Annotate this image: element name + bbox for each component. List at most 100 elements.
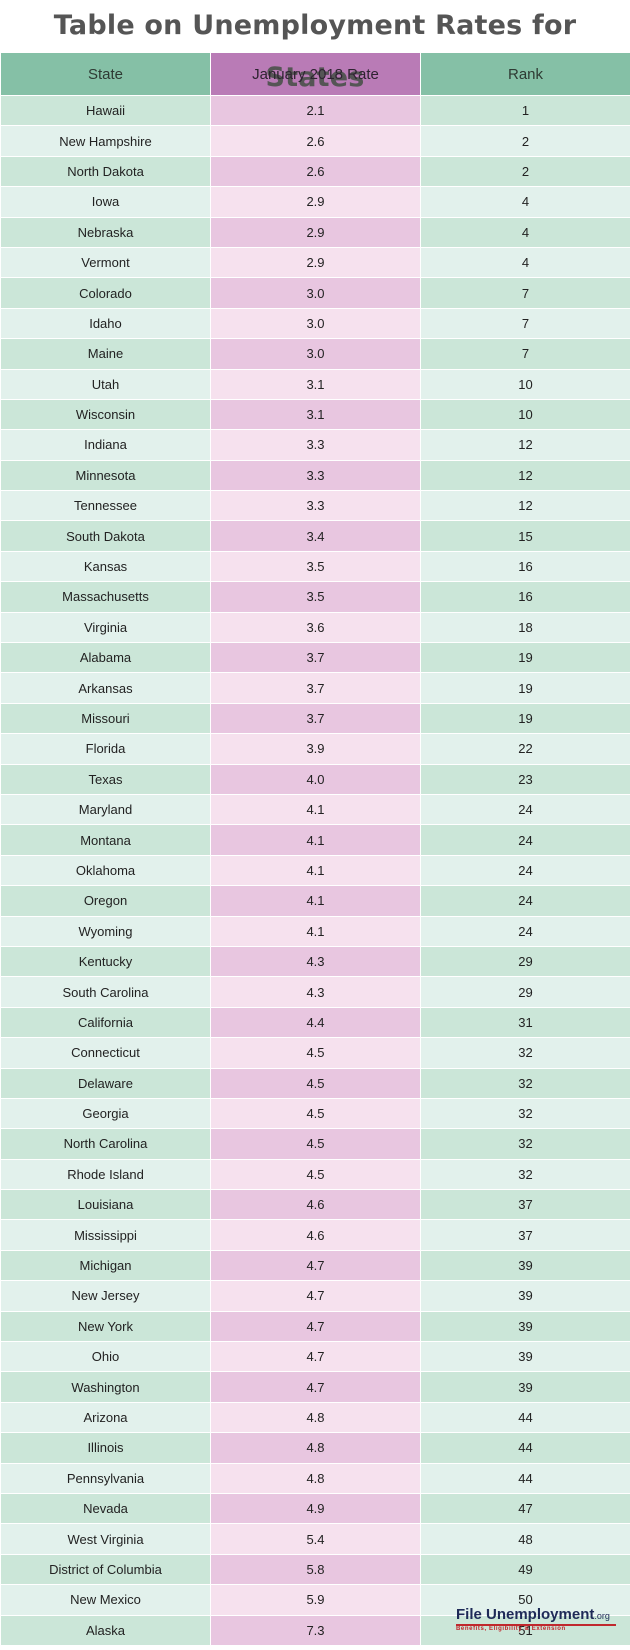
cell-rate: 3.5 <box>210 551 421 583</box>
cell-rate: 4.5 <box>210 1098 421 1130</box>
cell-state: Hawaii <box>0 95 211 127</box>
column-header-state: State <box>0 52 211 96</box>
cell-rate: 4.1 <box>210 916 421 947</box>
cell-rate: 3.3 <box>210 460 421 492</box>
logo-text: File Unemployment <box>456 1606 595 1623</box>
cell-state: Iowa <box>0 186 211 218</box>
cell-rate: 3.0 <box>210 277 421 309</box>
table-row: Mississippi 4.6 37 <box>0 1219 630 1251</box>
table-row: Idaho 3.0 7 <box>0 308 630 340</box>
table-row: Wyoming 4.1 24 <box>0 916 630 947</box>
cell-rank: 32 <box>420 1068 630 1099</box>
table-row: New York 4.7 39 <box>0 1311 630 1343</box>
cell-state: Florida <box>0 733 211 765</box>
cell-rank: 4 <box>420 247 630 279</box>
cell-rate: 4.0 <box>210 764 421 795</box>
cell-state: California <box>0 1007 211 1039</box>
cell-rank: 12 <box>420 429 630 461</box>
cell-rank: 24 <box>420 885 630 917</box>
cell-state: Kansas <box>0 551 211 583</box>
cell-state: Minnesota <box>0 460 211 492</box>
table-row: Nebraska 2.9 4 <box>0 217 630 248</box>
cell-state: Mississippi <box>0 1219 211 1251</box>
cell-rank: 39 <box>420 1250 630 1282</box>
page-title: Table on Unemployment Rates for States <box>53 10 577 93</box>
table-row: Hawaii 2.1 1 <box>0 95 630 127</box>
cell-rate: 4.7 <box>210 1280 421 1312</box>
cell-rate: 3.0 <box>210 308 421 340</box>
cell-rate: 3.7 <box>210 642 421 674</box>
cell-rank: 24 <box>420 794 630 826</box>
cell-state: New Hampshire <box>0 125 211 157</box>
cell-state: South Carolina <box>0 976 211 1008</box>
cell-rank: 29 <box>420 976 630 1008</box>
cell-state: Michigan <box>0 1250 211 1282</box>
cell-rank: 29 <box>420 946 630 978</box>
table-row: California 4.4 31 <box>0 1007 630 1039</box>
cell-state: Missouri <box>0 703 211 735</box>
cell-rate: 2.6 <box>210 156 421 188</box>
cell-rate: 4.5 <box>210 1159 421 1191</box>
table-row: Wisconsin 3.1 10 <box>0 399 630 431</box>
cell-rate: 4.4 <box>210 1007 421 1039</box>
table-row: Maine 3.0 7 <box>0 338 630 370</box>
table-row: West Virginia 5.4 48 <box>0 1523 630 1555</box>
table-row: Rhode Island 4.5 32 <box>0 1159 630 1191</box>
table-row: New Jersey 4.7 39 <box>0 1280 630 1312</box>
table-row: Oregon 4.1 24 <box>0 885 630 917</box>
logo-tagline: Benefits, Eligibility & Extension <box>456 1626 566 1632</box>
cell-rate: 4.5 <box>210 1068 421 1099</box>
table-row: Indiana 3.3 12 <box>0 429 630 461</box>
cell-rank: 47 <box>420 1493 630 1525</box>
table-row: North Carolina 4.5 32 <box>0 1128 630 1160</box>
cell-rate: 4.1 <box>210 824 421 856</box>
cell-rate: 4.7 <box>210 1341 421 1373</box>
cell-state: Vermont <box>0 247 211 279</box>
table-row: Utah 3.1 10 <box>0 369 630 400</box>
site-logo: File Unemployment.org Benefits, Eligibil… <box>456 1606 616 1640</box>
cell-state: Texas <box>0 764 211 795</box>
cell-rate: 3.5 <box>210 581 421 613</box>
cell-rank: 32 <box>420 1159 630 1191</box>
table-row: Montana 4.1 24 <box>0 824 630 856</box>
cell-rank: 37 <box>420 1219 630 1251</box>
cell-rate: 3.3 <box>210 490 421 522</box>
cell-rank: 12 <box>420 490 630 522</box>
cell-rank: 4 <box>420 186 630 218</box>
cell-rank: 15 <box>420 520 630 552</box>
table-row: Michigan 4.7 39 <box>0 1250 630 1282</box>
cell-rate: 2.6 <box>210 125 421 157</box>
logo-wordmark: File Unemployment.org <box>456 1606 616 1623</box>
cell-rate: 4.1 <box>210 794 421 826</box>
cell-rank: 7 <box>420 277 630 309</box>
unemployment-table: State January 2018 Rate Rank Hawaii 2.1 1 N… <box>0 52 630 1646</box>
cell-rate: 4.7 <box>210 1311 421 1343</box>
cell-rate: 3.1 <box>210 399 421 431</box>
cell-rate: 4.6 <box>210 1219 421 1251</box>
cell-state: Maryland <box>0 794 211 826</box>
cell-rank: 24 <box>420 824 630 856</box>
table-row: Delaware 4.5 32 <box>0 1068 630 1099</box>
cell-state: New Jersey <box>0 1280 211 1312</box>
cell-rate: 4.5 <box>210 1037 421 1069</box>
cell-state: Georgia <box>0 1098 211 1130</box>
table-row: Ohio 4.7 39 <box>0 1341 630 1373</box>
table-row: Iowa 2.9 4 <box>0 186 630 218</box>
cell-rate: 4.9 <box>210 1493 421 1525</box>
cell-state: Rhode Island <box>0 1159 211 1191</box>
cell-state: Utah <box>0 369 211 400</box>
cell-rank: 48 <box>420 1523 630 1555</box>
cell-rank: 2 <box>420 156 630 188</box>
cell-rate: 4.8 <box>210 1402 421 1434</box>
cell-state: New Mexico <box>0 1584 211 1616</box>
cell-rank: 32 <box>420 1098 630 1130</box>
table-row: Nevada 4.9 47 <box>0 1493 630 1525</box>
cell-rank: 39 <box>420 1341 630 1373</box>
cell-rank: 44 <box>420 1402 630 1434</box>
cell-rank: 23 <box>420 764 630 795</box>
cell-rank: 31 <box>420 1007 630 1039</box>
cell-rate: 3.1 <box>210 369 421 400</box>
cell-state: West Virginia <box>0 1523 211 1555</box>
cell-rate: 3.7 <box>210 703 421 735</box>
table-row: Missouri 3.7 19 <box>0 703 630 735</box>
